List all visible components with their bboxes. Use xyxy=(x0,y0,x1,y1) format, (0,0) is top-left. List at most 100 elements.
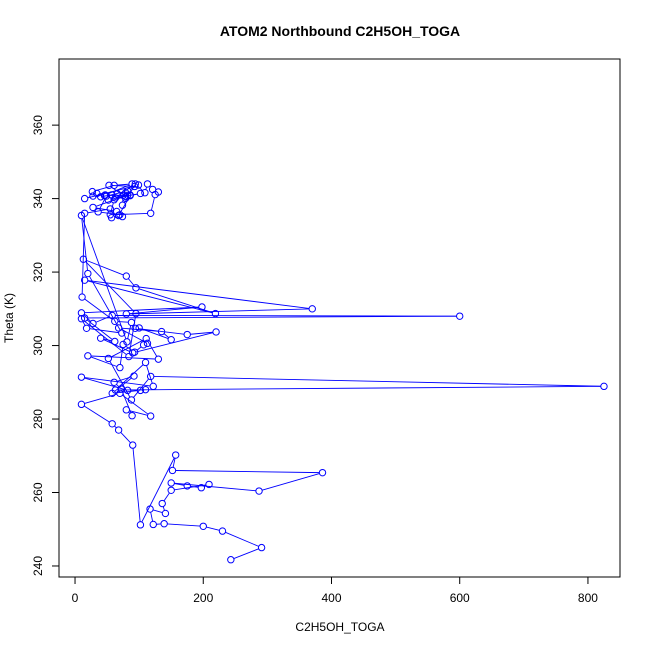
data-point xyxy=(116,389,124,398)
data-point xyxy=(101,191,109,199)
data-point xyxy=(118,329,126,337)
data-point xyxy=(130,372,138,380)
data-point xyxy=(106,211,114,219)
data-point xyxy=(104,354,113,363)
data-point xyxy=(122,272,131,280)
series-segment xyxy=(129,308,310,315)
series-segment xyxy=(132,448,141,522)
series-segment xyxy=(153,376,601,387)
series-segment xyxy=(115,390,138,394)
series-segment xyxy=(129,410,148,416)
data-point xyxy=(121,189,130,197)
series-segment xyxy=(117,183,129,186)
data-point xyxy=(111,194,120,202)
data-point xyxy=(132,309,140,318)
data-point xyxy=(171,451,180,459)
data-point xyxy=(161,509,170,518)
data-point xyxy=(110,181,118,190)
data-point xyxy=(141,385,150,394)
y-axis: 240 260 280 300 320 340 360 xyxy=(31,115,60,576)
series-segment xyxy=(89,276,121,331)
data-point xyxy=(77,309,86,317)
data-point xyxy=(146,412,155,420)
data-point xyxy=(142,334,150,343)
data-point xyxy=(167,479,175,487)
data-point xyxy=(110,196,118,204)
data-point xyxy=(136,189,145,198)
series-segment xyxy=(118,385,601,391)
data-point xyxy=(114,324,123,332)
series-segment xyxy=(87,280,213,314)
data-point xyxy=(318,468,327,477)
series-segment xyxy=(163,492,170,502)
data-point xyxy=(154,355,163,363)
series-segment xyxy=(152,509,163,513)
x-tick-label: 800 xyxy=(578,591,598,605)
data-point xyxy=(157,327,166,336)
data-point xyxy=(132,284,140,292)
series-segment xyxy=(133,378,150,398)
series-segment xyxy=(91,355,156,360)
series-segment xyxy=(135,332,214,353)
chart-title: ATOM2 Northbound C2H5OH_TOGA xyxy=(220,23,460,39)
data-point xyxy=(308,305,316,313)
x-axis-label: C2H5OH_TOGA xyxy=(295,620,384,634)
series-segment xyxy=(89,328,119,334)
y-tick-label: 340 xyxy=(31,188,45,208)
series-segment xyxy=(109,360,131,398)
data-point xyxy=(255,487,263,495)
series-segment xyxy=(233,548,259,559)
series-segment xyxy=(141,328,169,339)
data-point xyxy=(257,543,266,552)
data-point xyxy=(114,426,123,434)
series-segment xyxy=(115,314,457,317)
data-point xyxy=(77,400,86,409)
series-segment xyxy=(206,526,220,531)
series-segment xyxy=(117,321,129,323)
series-segment xyxy=(84,298,113,320)
data-point xyxy=(111,317,119,326)
data-point xyxy=(94,208,102,216)
data-point xyxy=(218,527,227,535)
data-point xyxy=(131,180,140,188)
data-point xyxy=(80,209,89,218)
data-point xyxy=(108,311,116,320)
series-segment xyxy=(99,198,106,210)
data-point xyxy=(129,441,137,449)
series-segment xyxy=(110,202,114,212)
data-point xyxy=(149,382,157,391)
data-series xyxy=(77,180,608,564)
series-segment xyxy=(225,531,259,547)
series-segment xyxy=(150,512,154,522)
data-point xyxy=(88,187,97,196)
data-point xyxy=(167,486,175,494)
series-segment xyxy=(82,218,127,340)
series-segment xyxy=(163,333,170,338)
data-point xyxy=(118,201,127,209)
data-point xyxy=(93,189,101,198)
series-segment xyxy=(87,208,108,214)
series-segment xyxy=(172,458,176,468)
data-point xyxy=(183,482,191,490)
data-point xyxy=(123,338,131,346)
data-point xyxy=(80,276,89,284)
data-point xyxy=(135,324,143,332)
data-point xyxy=(600,382,608,391)
data-point xyxy=(183,330,191,339)
series-segment xyxy=(121,327,159,332)
series-segment xyxy=(110,339,144,358)
series-segment xyxy=(119,347,124,365)
data-point xyxy=(96,334,105,342)
x-tick-label: 0 xyxy=(72,591,79,605)
data-point xyxy=(110,378,118,386)
data-point xyxy=(89,192,97,200)
series-segment xyxy=(128,278,135,286)
data-point xyxy=(456,312,464,320)
data-point xyxy=(79,255,88,263)
series-segment xyxy=(129,306,199,315)
data-point xyxy=(121,192,130,201)
data-point xyxy=(128,412,136,420)
data-point xyxy=(146,372,155,381)
data-point xyxy=(108,420,116,428)
